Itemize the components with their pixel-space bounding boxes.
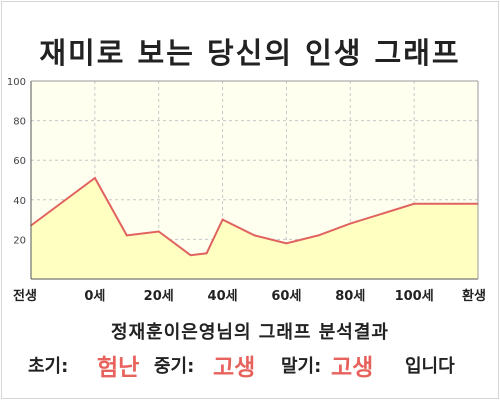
data-point bbox=[317, 234, 320, 237]
late-label: 말기: bbox=[281, 356, 322, 377]
data-point bbox=[285, 242, 288, 245]
data-point bbox=[189, 254, 192, 257]
page-title: 재미로 보는 당신의 인생 그래프 bbox=[39, 36, 461, 70]
data-point bbox=[157, 230, 160, 233]
mid-value: 고생 bbox=[213, 355, 256, 381]
early-label: 초기: bbox=[28, 356, 69, 377]
late-value: 고생 bbox=[331, 355, 374, 381]
x-tick-label: 100세 bbox=[395, 289, 434, 304]
data-point bbox=[413, 202, 415, 205]
data-point bbox=[205, 252, 208, 255]
x-tick-label: 80세 bbox=[335, 289, 365, 304]
series-area bbox=[31, 178, 478, 279]
data-point bbox=[94, 177, 96, 179]
y-tick-label: 20 bbox=[13, 235, 26, 246]
data-point bbox=[125, 234, 128, 237]
x-tick-label: 20세 bbox=[144, 289, 174, 304]
y-tick-label: 80 bbox=[13, 117, 26, 128]
x-tick-label: 40세 bbox=[208, 289, 238, 304]
result-heading: 정재훈이은영님의 그래프 분석결과 bbox=[111, 322, 389, 343]
result-suffix: 입니다 bbox=[405, 356, 455, 377]
data-point bbox=[349, 222, 352, 225]
mid-label: 중기: bbox=[154, 356, 195, 377]
x-tick-label: 0세 bbox=[84, 289, 105, 304]
x-tick-label: 환생 bbox=[462, 288, 486, 304]
data-point bbox=[221, 218, 224, 221]
x-tick-label: 전생 bbox=[13, 288, 37, 304]
y-tick-label: 100 bbox=[7, 77, 26, 88]
x-tick-label: 60세 bbox=[271, 289, 301, 304]
y-tick-label: 40 bbox=[13, 196, 26, 207]
early-value: 험난 bbox=[97, 355, 140, 381]
data-point bbox=[253, 234, 256, 237]
y-tick-label: 60 bbox=[13, 156, 26, 167]
